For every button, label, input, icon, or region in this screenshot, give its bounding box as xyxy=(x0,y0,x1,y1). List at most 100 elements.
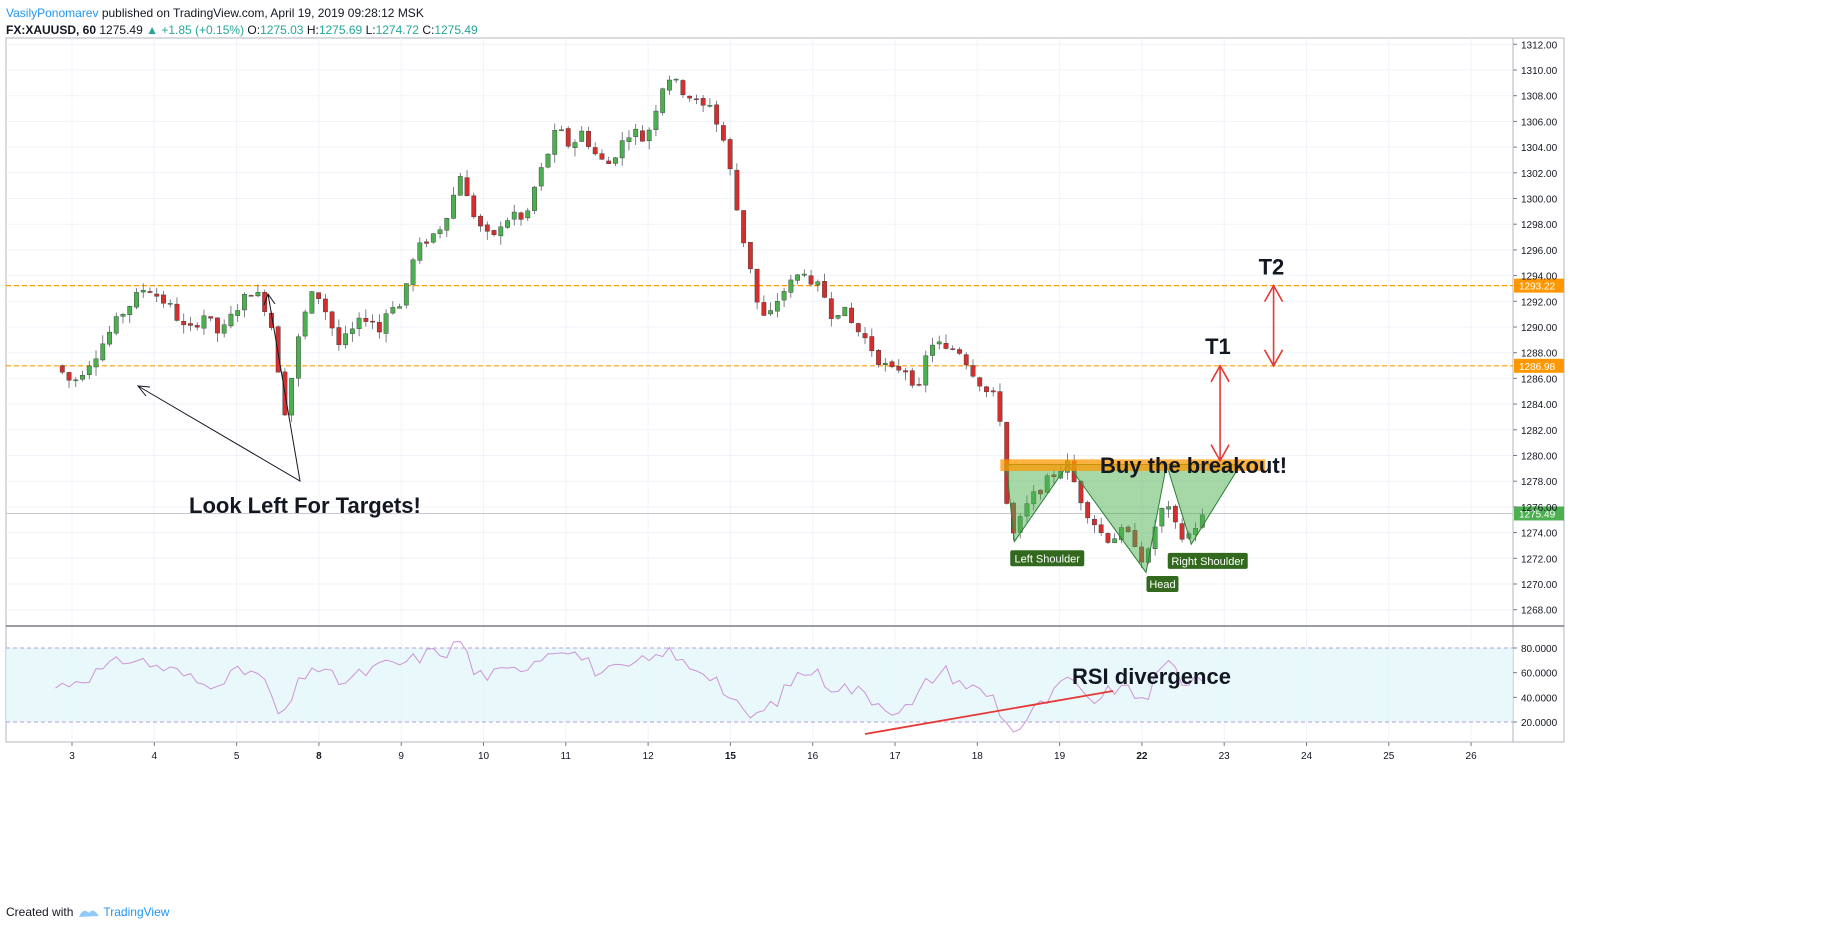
y-tick-label: 1292.00 xyxy=(1521,297,1558,308)
low-label: L: xyxy=(365,23,376,37)
level-price-tag-label: 1293.22 xyxy=(1519,282,1556,293)
rsi-y-tick-label: 80.0000 xyxy=(1521,644,1558,655)
chart-frame xyxy=(5,37,1565,743)
candle-body xyxy=(417,242,423,261)
y-tick-label: 1274.00 xyxy=(1521,529,1558,540)
candle-body xyxy=(316,292,322,299)
candle-body xyxy=(815,281,821,286)
candle-body xyxy=(140,290,146,293)
last-price-tag xyxy=(1514,506,1564,521)
candle-body xyxy=(903,370,908,373)
candle-body xyxy=(343,333,349,346)
candle-body xyxy=(957,349,962,354)
candle-body xyxy=(1179,523,1185,540)
candle-body xyxy=(1098,524,1104,533)
level-price-tag xyxy=(1514,278,1564,293)
symbol-label: FX:XAUUSD, 60 xyxy=(6,23,97,37)
candle-body xyxy=(275,326,281,373)
candle-body xyxy=(781,291,787,301)
candle-body xyxy=(990,390,996,393)
candle-body xyxy=(626,137,632,142)
y-tick-label: 1304.00 xyxy=(1521,143,1558,154)
candle-body xyxy=(451,194,456,219)
candle-body xyxy=(66,372,72,381)
tradingview-logo-icon xyxy=(79,910,100,917)
candle-body xyxy=(619,140,625,159)
candle-body xyxy=(73,379,79,382)
left-shoulder-label-bg xyxy=(1010,550,1085,567)
x-tick-label: 18 xyxy=(972,751,984,762)
candle-body xyxy=(977,377,983,387)
candle-body xyxy=(410,259,416,285)
x-tick-label: 10 xyxy=(478,751,490,762)
candle-body xyxy=(660,88,666,113)
candle-body xyxy=(107,331,112,345)
y-tick-label: 1268.00 xyxy=(1521,606,1558,617)
candle-body xyxy=(154,293,160,297)
candle-body xyxy=(646,129,652,142)
candle-body xyxy=(188,323,193,326)
low-value: 1274.72 xyxy=(375,23,419,37)
candle-body xyxy=(86,365,92,375)
x-tick-label: 23 xyxy=(1219,751,1231,762)
candle-body xyxy=(100,343,106,361)
candle-body xyxy=(356,317,362,329)
candle-body xyxy=(397,306,402,309)
t2-label: T2 xyxy=(1259,254,1285,279)
candle-body xyxy=(194,325,200,328)
candle-body xyxy=(565,128,571,147)
y-tick-label: 1272.00 xyxy=(1521,554,1558,565)
candle-body xyxy=(896,366,902,371)
candle-body xyxy=(828,298,834,319)
candle-body xyxy=(390,307,396,314)
candle-body xyxy=(1166,506,1172,510)
price-change: +1.85 (+0.15%) xyxy=(161,23,245,37)
tradingview-brand-link[interactable]: TradingView xyxy=(103,905,170,919)
candle-body xyxy=(633,128,639,137)
candle-body xyxy=(134,292,139,308)
candle-body xyxy=(754,268,760,303)
candle-body xyxy=(376,321,382,333)
t1-label: T1 xyxy=(1205,334,1231,359)
t1-arrow-head-top xyxy=(1210,364,1230,383)
candle-body xyxy=(322,298,328,313)
rsi-divergence-line xyxy=(864,690,1114,735)
candle-body xyxy=(93,358,99,368)
candle-body xyxy=(747,242,753,270)
candle-body xyxy=(788,279,794,293)
open-value: 1275.03 xyxy=(260,23,304,37)
candle-body xyxy=(545,153,551,168)
author-link[interactable]: VasilyPonomarev xyxy=(6,6,99,20)
candle-body xyxy=(916,384,922,386)
candle-body xyxy=(822,281,827,298)
y-tick-label: 1282.00 xyxy=(1521,426,1558,437)
candle-body xyxy=(221,324,227,334)
candle-body xyxy=(235,310,241,316)
candle-body xyxy=(734,169,740,211)
level-price-tag-label: 1286.98 xyxy=(1519,362,1556,373)
candle-body xyxy=(161,294,166,304)
candle-body xyxy=(242,294,247,311)
candle-body xyxy=(808,275,814,285)
candle-body xyxy=(801,273,807,276)
created-with-label: Created with xyxy=(6,905,74,919)
candle-body xyxy=(667,79,672,91)
y-tick-label: 1302.00 xyxy=(1521,169,1558,180)
candle-body xyxy=(289,377,295,416)
right-shoulder-label-bg xyxy=(1167,552,1248,569)
y-tick-label: 1284.00 xyxy=(1521,400,1558,411)
candle-body xyxy=(538,167,544,187)
x-tick-label: 25 xyxy=(1383,751,1395,762)
candle-body xyxy=(1085,502,1091,519)
x-tick-label: 11 xyxy=(561,751,572,762)
candle-body xyxy=(714,104,720,125)
breakout-zone xyxy=(1000,459,1266,471)
candle-body xyxy=(936,341,942,345)
candle-body xyxy=(862,333,868,339)
rsi-divergence-label: RSI divergence xyxy=(1072,664,1231,689)
high-value: 1275.69 xyxy=(318,23,363,37)
candle-body xyxy=(518,212,524,220)
high-label: H: xyxy=(306,23,319,37)
x-tick-label: 3 xyxy=(69,751,75,762)
